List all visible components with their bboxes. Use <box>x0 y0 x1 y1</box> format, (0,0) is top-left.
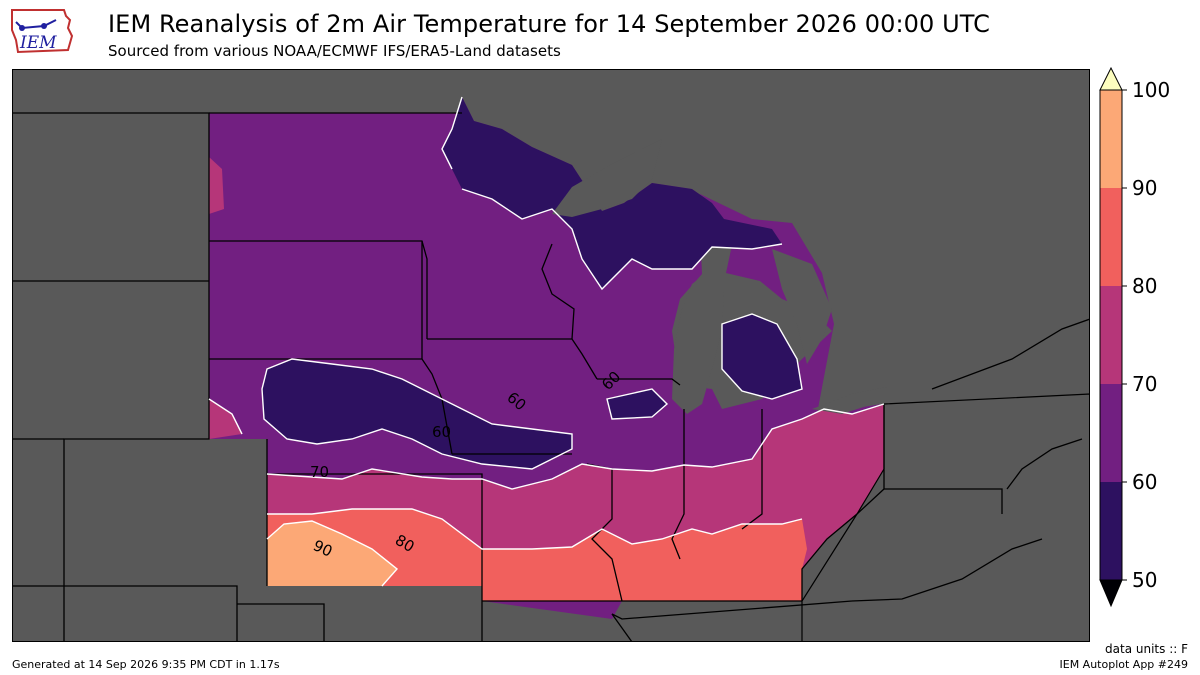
lake-michigan <box>672 269 724 414</box>
region-50-60-nebraska <box>262 359 572 469</box>
temperature-map: 60 60 60 70 80 90 <box>12 69 1091 646</box>
lake-huron <box>772 249 832 364</box>
lake-erie <box>812 387 887 414</box>
map-frame <box>12 69 1090 642</box>
colorbar-bin-90-100 <box>1100 90 1122 188</box>
colorbar-bin-80-90 <box>1100 188 1122 286</box>
region-70-80-west <box>209 399 242 439</box>
colorbar-tick-label: 60 <box>1132 470 1157 494</box>
colorbar-tick-label: 100 <box>1132 78 1170 102</box>
colorbar-tick-label: 80 <box>1132 274 1157 298</box>
region-50-60-iowa <box>607 389 667 419</box>
colorbar-bin-60-70 <box>1100 384 1122 482</box>
region-90-100 <box>267 521 397 586</box>
contour-label: 70 <box>310 463 329 481</box>
colorbar-extend-max <box>1099 66 1123 91</box>
region-80-90 <box>267 509 807 601</box>
page-subtitle: Sourced from various NOAA/ECMWF IFS/ERA5… <box>108 42 561 60</box>
contour-label: 60 <box>432 423 451 441</box>
colorbar-bin-50-60 <box>1100 482 1122 580</box>
logo-text: IEM <box>19 33 57 53</box>
page-title: IEM Reanalysis of 2m Air Temperature for… <box>108 10 990 38</box>
state-borders <box>12 112 1091 643</box>
colorbar: 100 90 80 70 60 50 <box>1096 66 1196 620</box>
colorbar-bin-70-80 <box>1100 286 1122 384</box>
region-50-60-michigan <box>722 314 802 399</box>
contour-lines <box>208 96 885 587</box>
region-70-80-nw <box>209 157 224 214</box>
generated-timestamp: Generated at 14 Sep 2026 9:35 PM CDT in … <box>12 658 280 671</box>
colorbar-tick-label: 90 <box>1132 176 1157 200</box>
lake-superior <box>552 139 662 217</box>
region-50-60-mn-wi <box>442 97 782 289</box>
colorbar-tick-label: 70 <box>1132 372 1157 396</box>
data-units-label: data units :: F <box>1105 642 1188 656</box>
colorbar-extend-min <box>1099 579 1123 608</box>
colorbar-tick-label: 50 <box>1132 568 1157 592</box>
iem-logo: IEM <box>8 6 76 58</box>
autoplot-app-label: IEM Autoplot App #249 <box>1059 658 1189 671</box>
